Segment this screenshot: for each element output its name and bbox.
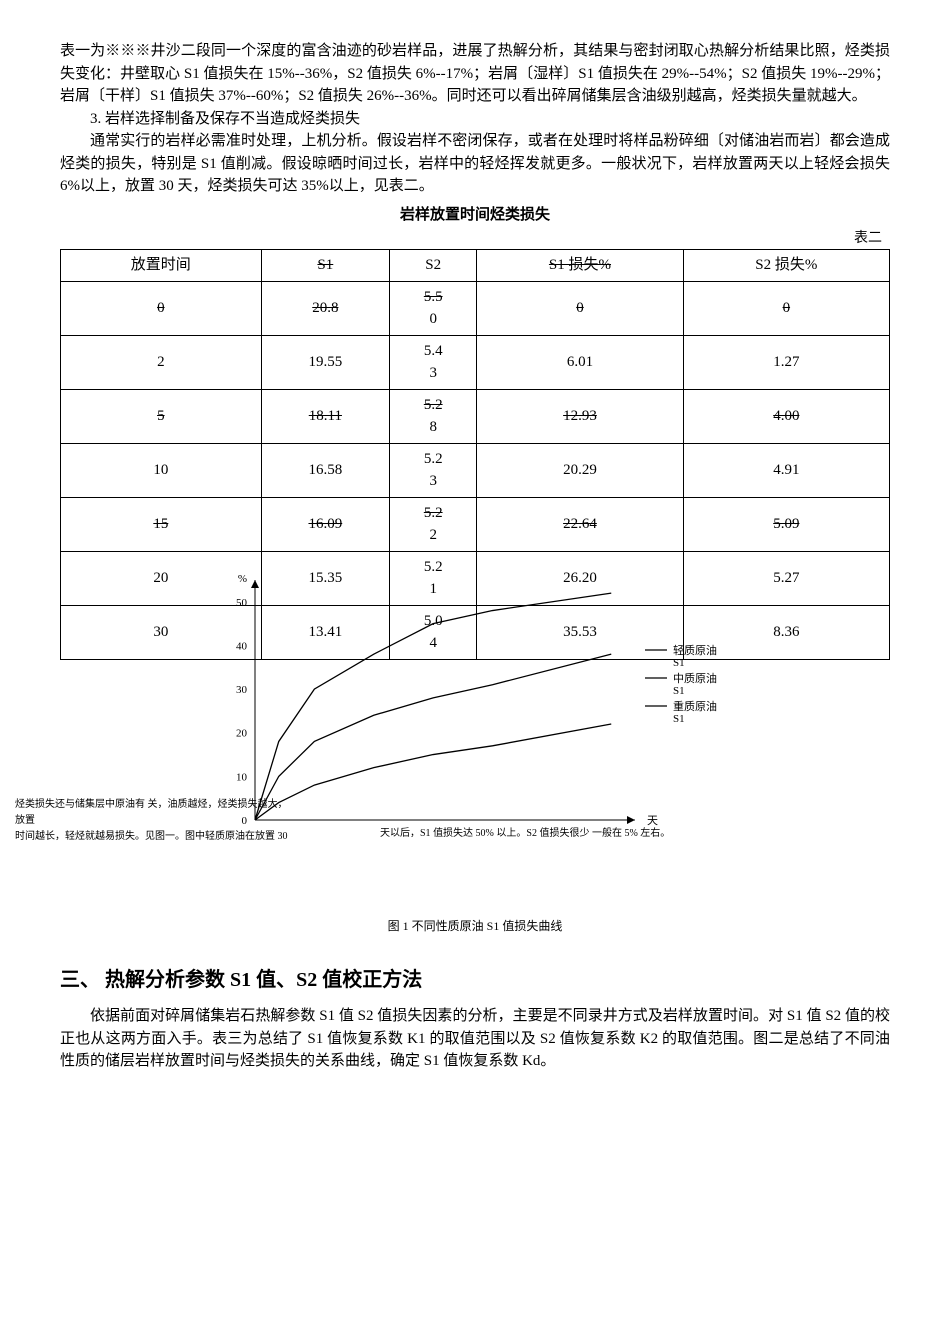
table-cell: 6.01 — [477, 335, 683, 389]
chart-note-left: 烃类损失还与储集层中原油有 关，油质越烃，烃类损失越大，放置 时间越长，轻烃就越… — [15, 797, 295, 845]
table-cell: 20.29 — [477, 443, 683, 497]
section-3-heading: 三、 热解分析参数 S1 值、S2 值校正方法 — [60, 965, 890, 995]
table-cell: 0 — [61, 281, 262, 335]
th-s1: S1 — [261, 250, 389, 282]
th-s2: S2 — [390, 250, 477, 282]
table-cell: 1.27 — [683, 335, 889, 389]
table-row: 1016.585.2320.294.91 — [61, 443, 890, 497]
svg-text:轻质原油: 轻质原油 — [673, 643, 717, 657]
svg-text:40: 40 — [236, 640, 248, 652]
th-time: 放置时间 — [61, 250, 262, 282]
table-row: 518.115.2812.934.00 — [61, 389, 890, 443]
table-row: 1516.095.2222.645.09 — [61, 497, 890, 551]
table-header-row: 放置时间 S1 S2 S1 损失% S2 损失% — [61, 250, 890, 282]
svg-text:%: % — [238, 573, 247, 585]
table-cell: 5.43 — [390, 335, 477, 389]
table-cell: 5.28 — [390, 389, 477, 443]
table-cell: 15 — [61, 497, 262, 551]
table-title: 岩样放置时间烃类损失 — [60, 204, 890, 227]
svg-text:30: 30 — [236, 684, 248, 696]
paragraph-2: 通常实行的岩样必需准时处理，上机分析。假设岩样不密闭保存，或者在处理时将样品粉碎… — [60, 130, 890, 198]
svg-text:10: 10 — [236, 771, 248, 783]
svg-text:20: 20 — [236, 727, 248, 739]
table-cell: 5 — [61, 389, 262, 443]
table-cell: 16.09 — [261, 497, 389, 551]
document-page: 表一为※※※井沙二段同一个深度的富含油迹的砂岩样品，进展了热解分析，其结果与密封… — [0, 0, 950, 1344]
svg-text:S1: S1 — [673, 657, 685, 669]
table-label: 表二 — [60, 228, 890, 249]
table-cell: 4.00 — [683, 389, 889, 443]
svg-text:50: 50 — [236, 596, 248, 608]
chart-container: 01020304050%天轻质原油S1中质原油S1重质原油S1 烃类损失还与储集… — [195, 570, 755, 936]
th-s1-loss: S1 损失% — [477, 250, 683, 282]
table-row: 020.85.5000 — [61, 281, 890, 335]
table-cell: 16.58 — [261, 443, 389, 497]
svg-text:S1: S1 — [673, 685, 685, 697]
table-cell: 0 — [477, 281, 683, 335]
svg-text:中质原油: 中质原油 — [673, 671, 717, 685]
table-cell: 5.50 — [390, 281, 477, 335]
table-cell: 18.11 — [261, 389, 389, 443]
table-cell: 2 — [61, 335, 262, 389]
paragraph-2-title: 3. 岩样选择制备及保存不当造成烃类损失 — [60, 108, 890, 131]
svg-text:S1: S1 — [673, 713, 685, 725]
table-cell: 19.55 — [261, 335, 389, 389]
table-row: 219.555.436.011.27 — [61, 335, 890, 389]
table-cell: 12.93 — [477, 389, 683, 443]
table-cell: 20.8 — [261, 281, 389, 335]
chart-caption: 图 1 不同性质原油 S1 值损失曲线 — [195, 917, 755, 935]
svg-text:重质原油: 重质原油 — [673, 699, 717, 713]
table-cell: 0 — [683, 281, 889, 335]
section-3-body: 依据前面对碎屑储集岩石热解参数 S1 值 S2 值损失因素的分析，主要是不同录井… — [60, 1005, 890, 1073]
table-cell: 4.91 — [683, 443, 889, 497]
table-cell: 5.23 — [390, 443, 477, 497]
table-cell: 5.22 — [390, 497, 477, 551]
table-cell: 22.64 — [477, 497, 683, 551]
table-cell: 5.09 — [683, 497, 889, 551]
th-s2-loss: S2 损失% — [683, 250, 889, 282]
chart-note-mid: 天以后，S1 值损失达 50% 以上。S2 值损失很少 一般在 5% 左右。 — [380, 826, 670, 841]
svg-text:天: 天 — [647, 815, 658, 827]
paragraph-1: 表一为※※※井沙二段同一个深度的富含油迹的砂岩样品，进展了热解分析，其结果与密封… — [60, 40, 890, 108]
table-cell: 10 — [61, 443, 262, 497]
